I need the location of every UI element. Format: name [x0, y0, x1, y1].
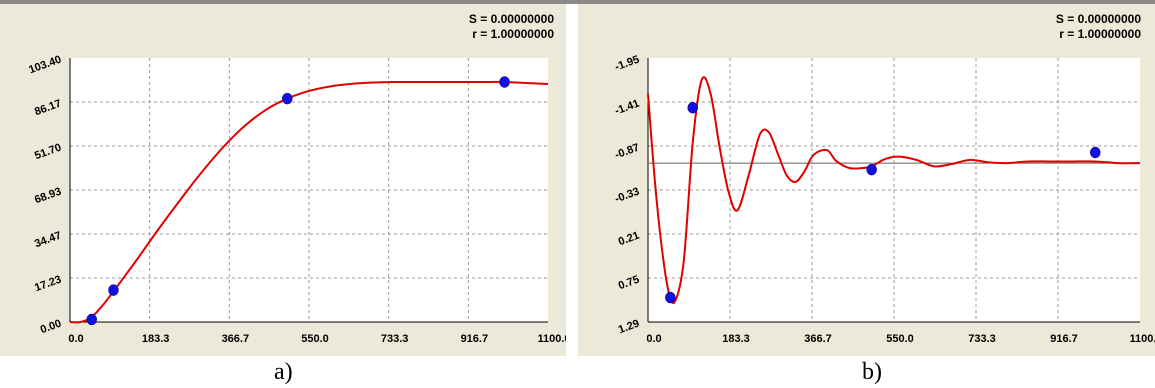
chart-a-canvas: 0.0 183.3 366.7 550.0 733.3 916.7 1100.0 0.00 17… — [27, 54, 566, 345]
chart-panel-b: 0.0 183.3 366.7 550.0 733.3 916.7 1100.0 1.29 0.… — [578, 4, 1155, 356]
chart-a-y-tick-label: 17.23 — [33, 274, 63, 295]
chart-b-stat-r: r = 1.00000000 — [1059, 27, 1141, 41]
caption-a: a) — [274, 359, 293, 385]
chart-a-x-tick-label: 733.3 — [381, 333, 409, 345]
chart-b-x-tick-label: 733.3 — [968, 333, 996, 345]
chart-b-stats: S = 0.00000000 r = 1.00000000 — [1056, 12, 1141, 42]
chart-b-y-tick-label: 0.75 — [617, 274, 641, 293]
chart-panel-a: 0.0 183.3 366.7 550.0 733.3 916.7 1100.0 0.00 17… — [0, 4, 566, 356]
chart-a-y-tick-label: 68.93 — [33, 186, 63, 207]
chart-a-x-tick-label: 0.0 — [68, 333, 83, 345]
chart-b-x-tick-label: 550.0 — [886, 333, 914, 345]
chart-a-y-tick-label: 86.17 — [33, 98, 63, 119]
chart-a-x-tick-label: 550.0 — [301, 333, 329, 345]
chart-a-x-tick-label: 1100.0 — [537, 333, 566, 345]
chart-b-y-tick-label: 1.29 — [617, 318, 641, 337]
chart-a-data-point — [86, 313, 97, 326]
chart-a-y-tick-label: 51.70 — [33, 142, 63, 163]
chart-a-data-point — [282, 92, 293, 105]
chart-a-x-tick-label: 916.7 — [461, 333, 489, 345]
chart-b-data-point — [1090, 146, 1101, 159]
chart-b-y-tick-label: -1.41 — [613, 98, 641, 118]
chart-b-data-point — [866, 163, 877, 176]
chart-a-y-tick-label: 0.00 — [39, 318, 63, 337]
chart-a-data-point — [108, 284, 119, 296]
caption-b: b) — [862, 359, 882, 385]
chart-b-stat-s: S = 0.00000000 — [1055, 12, 1141, 26]
chart-b-data-point — [665, 291, 676, 304]
chart-a-x-tick-label: 183.3 — [142, 333, 170, 345]
chart-b-x-tick-label: 183.3 — [722, 333, 750, 345]
chart-b-x-tick-label: 1100.0 — [1129, 333, 1155, 345]
chart-a-data-point — [499, 76, 510, 88]
chart-b-x-tick-label: 366.7 — [804, 333, 832, 345]
chart-b-data-point — [687, 101, 698, 114]
top-rule — [0, 0, 1155, 4]
chart-b-canvas: 0.0 183.3 366.7 550.0 733.3 916.7 1100.0 1.29 0.… — [613, 54, 1155, 345]
chart-b-x-tick-label: 916.7 — [1050, 333, 1078, 345]
chart-a-x-tick-label: 366.7 — [222, 333, 250, 345]
chart-a-stats: S = 0.00000000 r = 1.00000000 — [469, 12, 554, 42]
chart-a-stat-r: r = 1.00000000 — [472, 27, 554, 41]
chart-b-y-tick-label: -0.87 — [613, 142, 641, 162]
chart-b-x-tick-label: 0.0 — [646, 333, 661, 345]
chart-a-stat-s: S = 0.00000000 — [468, 12, 554, 26]
chart-b-fit-curve — [647, 76, 1141, 305]
chart-b-y-tick-label: 0.21 — [617, 230, 641, 249]
chart-a-y-tick-label: 34.47 — [33, 230, 63, 251]
chart-b-y-tick-label: -1.95 — [613, 54, 641, 74]
chart-b-y-tick-label: -0.33 — [613, 186, 641, 206]
chart-a-y-tick-label: 103.40 — [27, 54, 63, 77]
